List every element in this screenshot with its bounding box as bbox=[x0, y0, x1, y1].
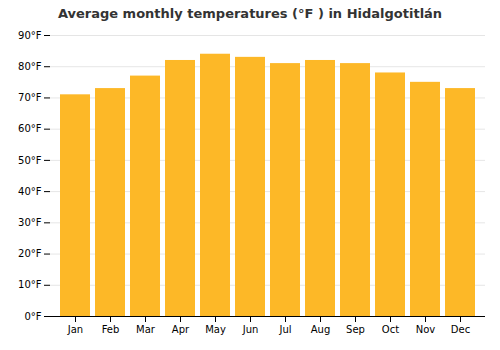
svg-text:10°F: 10°F bbox=[18, 279, 42, 290]
svg-text:Nov: Nov bbox=[416, 324, 436, 335]
svg-text:50°F: 50°F bbox=[18, 155, 42, 166]
svg-text:90°F: 90°F bbox=[18, 30, 42, 41]
svg-text:Oct: Oct bbox=[382, 324, 399, 335]
svg-text:May: May bbox=[205, 324, 226, 335]
svg-text:Jun: Jun bbox=[242, 324, 259, 335]
svg-text:Apr: Apr bbox=[172, 324, 190, 335]
svg-text:Dec: Dec bbox=[451, 324, 470, 335]
svg-text:Jan: Jan bbox=[67, 324, 83, 335]
svg-text:70°F: 70°F bbox=[18, 92, 42, 103]
svg-text:40°F: 40°F bbox=[18, 186, 42, 197]
svg-text:Sep: Sep bbox=[346, 324, 365, 335]
svg-text:60°F: 60°F bbox=[18, 123, 42, 134]
svg-text:Mar: Mar bbox=[136, 324, 156, 335]
svg-text:20°F: 20°F bbox=[18, 248, 42, 259]
svg-text:80°F: 80°F bbox=[18, 61, 42, 72]
html-text:Average monthly temperatures (: Average monthly temperatures (°F ) in Hi… bbox=[57, 6, 443, 21]
svg-text:30°F: 30°F bbox=[18, 217, 42, 228]
svg-text:Aug: Aug bbox=[311, 324, 331, 335]
svg-text:0°F: 0°F bbox=[24, 311, 41, 322]
svg-text:Jul: Jul bbox=[278, 324, 291, 335]
svg-text:Feb: Feb bbox=[102, 324, 120, 335]
